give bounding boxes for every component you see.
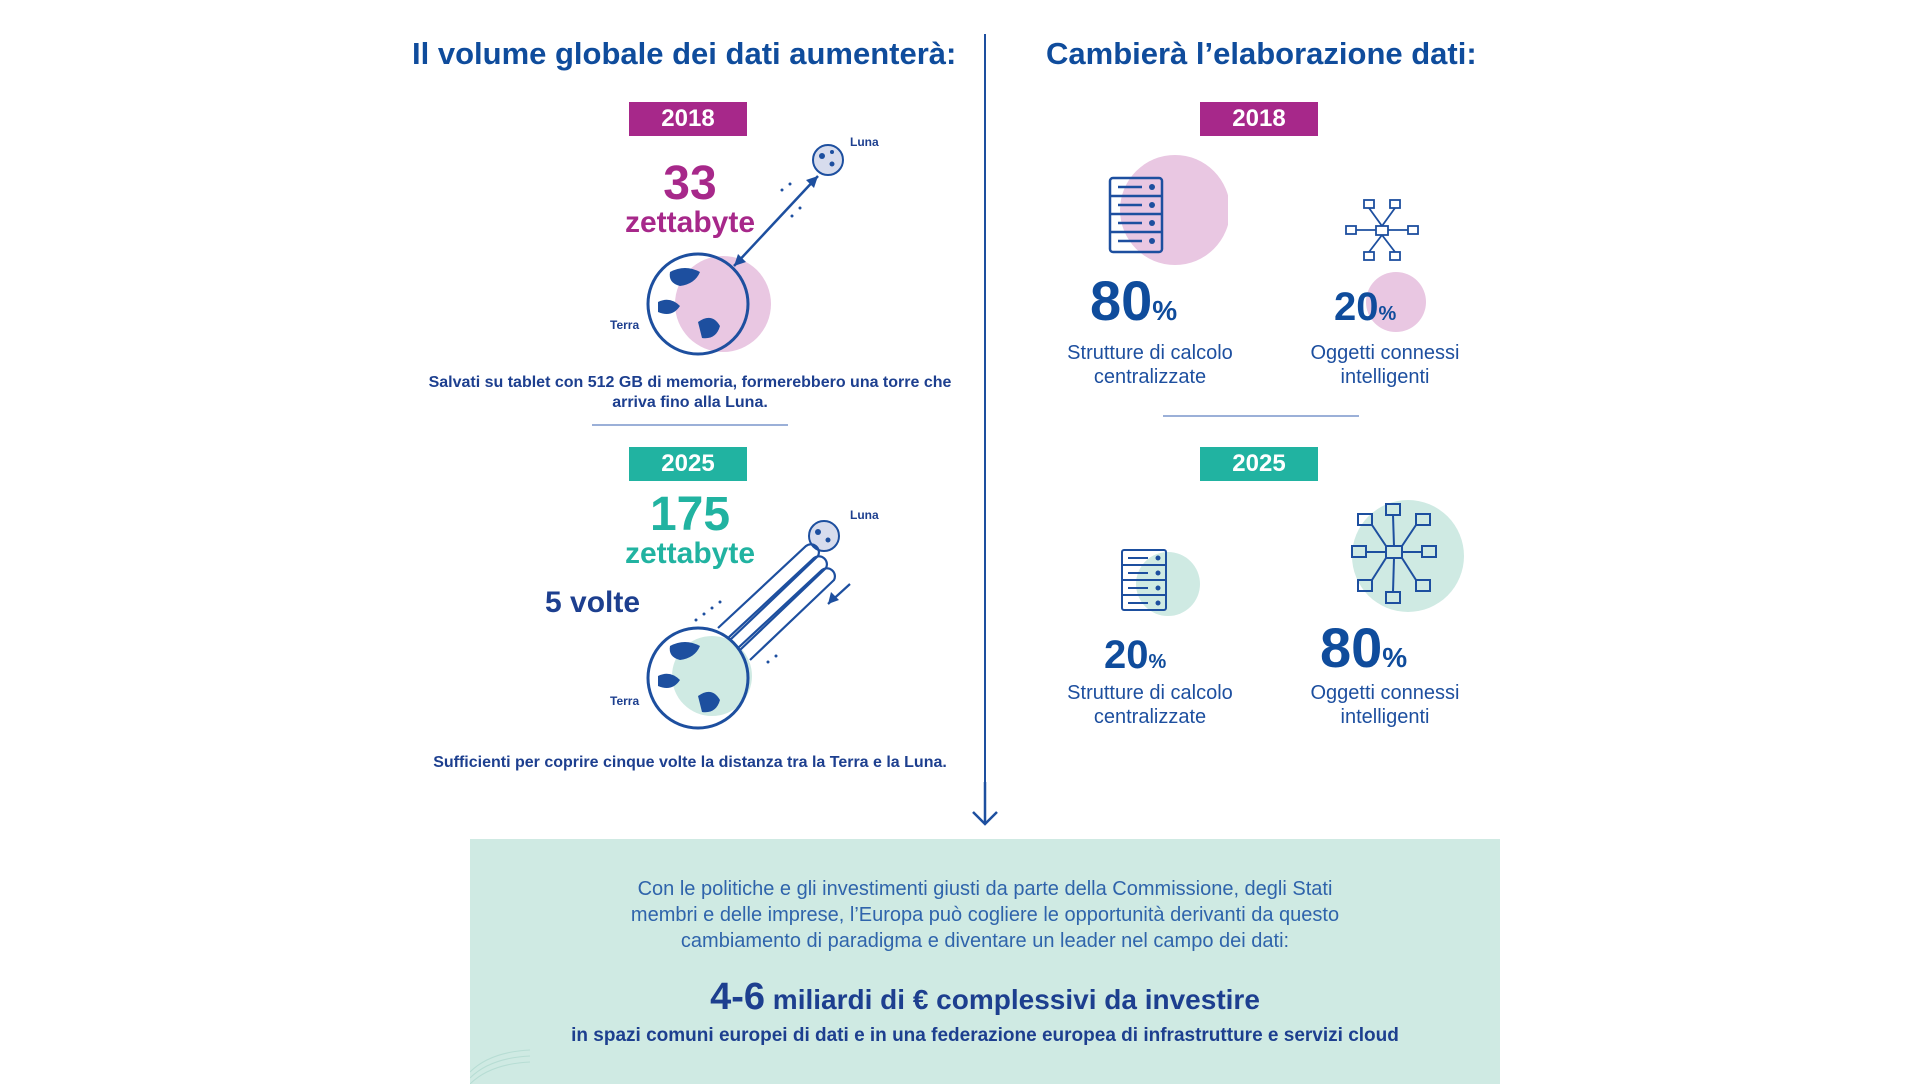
down-arrow-icon [972, 782, 998, 826]
center-divider [984, 34, 986, 824]
earth-moon-illustration-2018 [646, 144, 844, 356]
corner-pattern [470, 1049, 530, 1084]
investment-box [470, 839, 1500, 1084]
central-2018-label-line2: centralizzate [1093, 366, 1207, 388]
mint-bubble [1136, 552, 1200, 616]
moon-icon [808, 520, 840, 552]
volume-2018-number: 33 [663, 157, 717, 210]
edge-2025-label-line1: Oggetti connessi [1310, 682, 1460, 704]
investment-amount: 4-6 [710, 976, 766, 1018]
investment-description-line3: cambiamento di paradigma e diventare un … [680, 930, 1290, 952]
server-icon-2025 [1121, 549, 1200, 616]
earth-label-2018: Terra [610, 318, 640, 332]
year-badge-2025-left: 2025 [629, 447, 747, 481]
server-icon [1108, 176, 1164, 254]
mint-bubble [672, 636, 752, 716]
volume-2025-multiplier: 5 volte [545, 586, 641, 619]
edge-2018-unit: % [1378, 303, 1397, 325]
investment-description: Con le politiche e gli investimenti gius… [520, 876, 1450, 954]
edge-2018-label: Oggetti connessi intelligenti [1290, 341, 1480, 389]
central-2025-value: 20 [1104, 633, 1149, 677]
edge-2018-label-line1: Oggetti connessi [1310, 342, 1460, 364]
year-badge-2025-right: 2025 [1200, 447, 1318, 481]
mint-bubble [1352, 500, 1464, 612]
volume-2025-number: 175 [649, 488, 731, 541]
network-icon [1345, 199, 1419, 261]
network-icon-2025 [1351, 500, 1464, 612]
edge-2025-label-line2: intelligenti [1340, 706, 1430, 728]
volume-2018-unit: zettabyte [624, 206, 756, 239]
loop-tracks [717, 543, 836, 661]
investment-description-line2: membri e delle imprese, l’Europa può cog… [630, 904, 1340, 926]
right-title: Cambierà l’elaborazione dati: [1046, 36, 1477, 71]
volume-2025-caption: Sufficienti per coprire cinque volte la … [433, 754, 947, 771]
edge-2025-value: 80 [1320, 616, 1383, 679]
moon-label-2025: Luna [850, 508, 879, 522]
edge-2018-label-line2: intelligenti [1340, 366, 1430, 388]
server-icon [1121, 549, 1167, 611]
investment-highlight: 4-6 miliardi di € complessivi da investi… [470, 976, 1500, 1019]
right-divider [1163, 415, 1359, 417]
edge-2018-value: 20 [1334, 285, 1379, 329]
central-2018-label: Strutture di calcolo centralizzate [1040, 341, 1260, 389]
earth-icon [646, 252, 750, 356]
server-icon-2018 [1108, 155, 1228, 265]
year-badge-2018-left: 2018 [629, 102, 747, 136]
central-2018-label-line1: Strutture di calcolo [1067, 342, 1233, 364]
investment-amount-text: miliardi di € complessivi da investire [772, 984, 1260, 1015]
central-2025-unit: % [1148, 651, 1167, 673]
investment-footer: in spazi comuni europei di dati e in una… [571, 1025, 1399, 1046]
central-2025-label: Strutture di calcolo centralizzate [1040, 681, 1260, 729]
left-title: Il volume globale dei dati aumenterà: [412, 36, 957, 71]
earth-label-2025: Terra [610, 694, 640, 708]
central-2018-value: 80 [1090, 269, 1153, 332]
moon-icon [812, 144, 844, 176]
earth-icon [646, 626, 750, 730]
central-2025-label-line1: Strutture di calcolo [1067, 682, 1233, 704]
edge-2018-percent: 20% [1334, 285, 1396, 330]
volume-2025-unit: zettabyte [624, 537, 756, 570]
year-badge-2018-right: 2018 [1200, 102, 1318, 136]
edge-2025-unit: % [1382, 642, 1408, 673]
edge-2025-label: Oggetti connessi intelligenti [1290, 681, 1480, 729]
central-2018-unit: % [1152, 295, 1178, 326]
moon-label-2018: Luna [850, 135, 879, 149]
central-2025-percent: 20% [1104, 633, 1166, 678]
investment-description-line1: Con le politiche e gli investimenti gius… [637, 878, 1333, 900]
central-2018-percent: 80% [1090, 268, 1177, 333]
left-divider [592, 424, 788, 426]
volume-2018-caption: Salvati su tablet con 512 GB di memoria,… [428, 374, 952, 411]
pink-bubble [1366, 272, 1426, 332]
central-2025-label-line2: centralizzate [1093, 706, 1207, 728]
network-icon [1351, 503, 1437, 604]
network-icon-2018 [1345, 199, 1426, 332]
pink-bubble [1120, 155, 1228, 265]
edge-2025-percent: 80% [1320, 615, 1407, 680]
pink-bubble [675, 256, 771, 352]
earth-moon-illustration-2025 [646, 520, 851, 730]
